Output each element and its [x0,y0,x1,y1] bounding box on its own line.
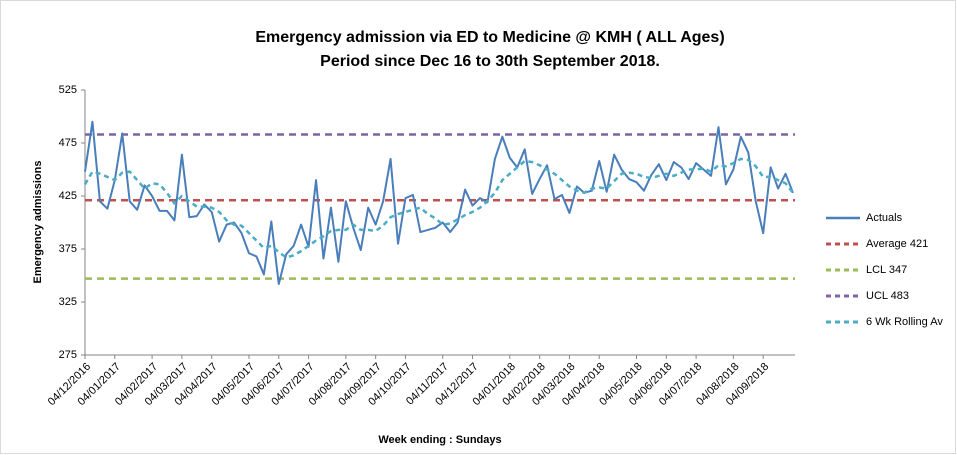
legend-label: UCL 483 [866,290,909,302]
legend-label: LCL 347 [866,264,907,276]
chart-title: Emergency admission via ED to Medicine @… [255,29,724,46]
legend-label: Actuals [866,212,903,224]
y-tick-label: 475 [59,137,77,149]
y-tick-label: 275 [59,349,77,361]
legend-label: Average 421 [866,238,928,250]
series-line [83,157,794,259]
y-axis-title: Emergency admissions [32,161,44,284]
y-tick-label: 375 [59,243,77,255]
chart-subtitle: Period since Dec 16 to 30th September 20… [320,53,660,70]
y-tick-label: 325 [59,296,77,308]
y-tick-label: 425 [59,190,77,202]
legend-label: 6 Wk Rolling Av [866,316,943,328]
x-axis-title: Week ending : Sundays [378,434,501,446]
y-tick-label: 525 [59,84,77,96]
